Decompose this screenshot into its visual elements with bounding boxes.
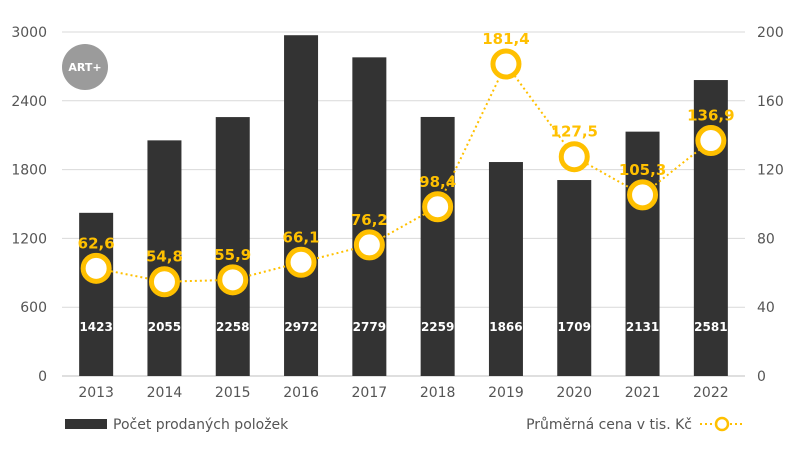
- bar-data-label: 2779: [353, 320, 386, 334]
- legend-line-label: Průměrná cena v tis. Kč: [526, 417, 692, 433]
- price-data-label: 105,3: [619, 161, 666, 179]
- bar: [557, 180, 592, 376]
- y-right-tick-label: 80: [757, 231, 775, 247]
- x-tick-label: 2017: [352, 385, 388, 401]
- y-left-tick-label: 0: [38, 369, 47, 385]
- bar-data-label: 1866: [489, 320, 522, 334]
- price-data-label: 62,6: [78, 234, 115, 252]
- x-tick-label: 2015: [215, 385, 251, 401]
- x-tick-label: 2013: [78, 385, 114, 401]
- price-marker: [285, 246, 317, 278]
- price-data-label: 127,5: [551, 123, 598, 141]
- price-data-label: 98,4: [419, 173, 456, 191]
- bar: [284, 35, 319, 377]
- legend: Počet prodaných položek Průměrná cena v …: [65, 416, 745, 433]
- y-left-tick-label: 600: [20, 300, 47, 316]
- x-tick-label: 2014: [147, 385, 183, 401]
- x-tick-label: 2019: [488, 385, 524, 401]
- bar-data-label: 2131: [626, 320, 659, 334]
- price-marker: [353, 229, 385, 261]
- y-right-tick-label: 160: [757, 94, 784, 110]
- bar-data-label: 1423: [79, 320, 112, 334]
- y-right-tick-label: 0: [757, 369, 766, 385]
- bar: [147, 140, 182, 376]
- bar: [625, 131, 660, 376]
- legend-bar-swatch: [65, 419, 107, 429]
- bar-data-label: 2259: [421, 320, 454, 334]
- bar-data-label: 1709: [558, 320, 591, 334]
- price-marker: [148, 266, 180, 298]
- price-data-label: 55,9: [214, 246, 251, 264]
- price-data-label: 54,8: [146, 248, 183, 266]
- x-tick-label: 2020: [556, 385, 592, 401]
- y-left-tick-label: 3000: [11, 25, 47, 41]
- svg-text:ART+: ART+: [68, 61, 101, 74]
- y-left-tick-label: 1200: [11, 231, 47, 247]
- logo: ART+: [62, 44, 108, 90]
- y-right-tick-label: 200: [757, 25, 784, 41]
- x-tick-label: 2018: [420, 385, 456, 401]
- price-data-label: 76,2: [351, 211, 388, 229]
- bar-data-label: 2581: [694, 320, 727, 334]
- bar-data-label: 2258: [216, 320, 249, 334]
- x-tick-label: 2016: [283, 385, 319, 401]
- price-marker: [490, 48, 522, 80]
- x-tick-label: 2022: [693, 385, 729, 401]
- price-marker: [558, 141, 590, 173]
- bar-data-label: 2055: [148, 320, 181, 334]
- x-tick-label: 2021: [625, 385, 661, 401]
- bar: [79, 212, 114, 376]
- legend-line-marker: [714, 416, 730, 432]
- y-right-tick-label: 40: [757, 300, 775, 316]
- price-data-label: 66,1: [283, 228, 320, 246]
- price-data-label: 136,9: [687, 107, 734, 125]
- bar: [215, 117, 250, 376]
- bar-data-label: 2972: [284, 320, 317, 334]
- bar: [352, 57, 387, 376]
- y-right-tick-label: 120: [757, 163, 784, 179]
- price-marker: [627, 179, 659, 211]
- price-marker: [695, 125, 727, 157]
- price-marker: [80, 252, 112, 284]
- y-left-tick-label: 2400: [11, 94, 47, 110]
- price-data-label: 181,4: [482, 30, 529, 48]
- price-marker: [422, 191, 454, 223]
- legend-bar-label: Počet prodaných položek: [113, 417, 289, 433]
- bar: [420, 116, 455, 376]
- price-marker: [217, 264, 249, 296]
- y-left-tick-label: 1800: [11, 163, 47, 179]
- bar: [488, 162, 523, 376]
